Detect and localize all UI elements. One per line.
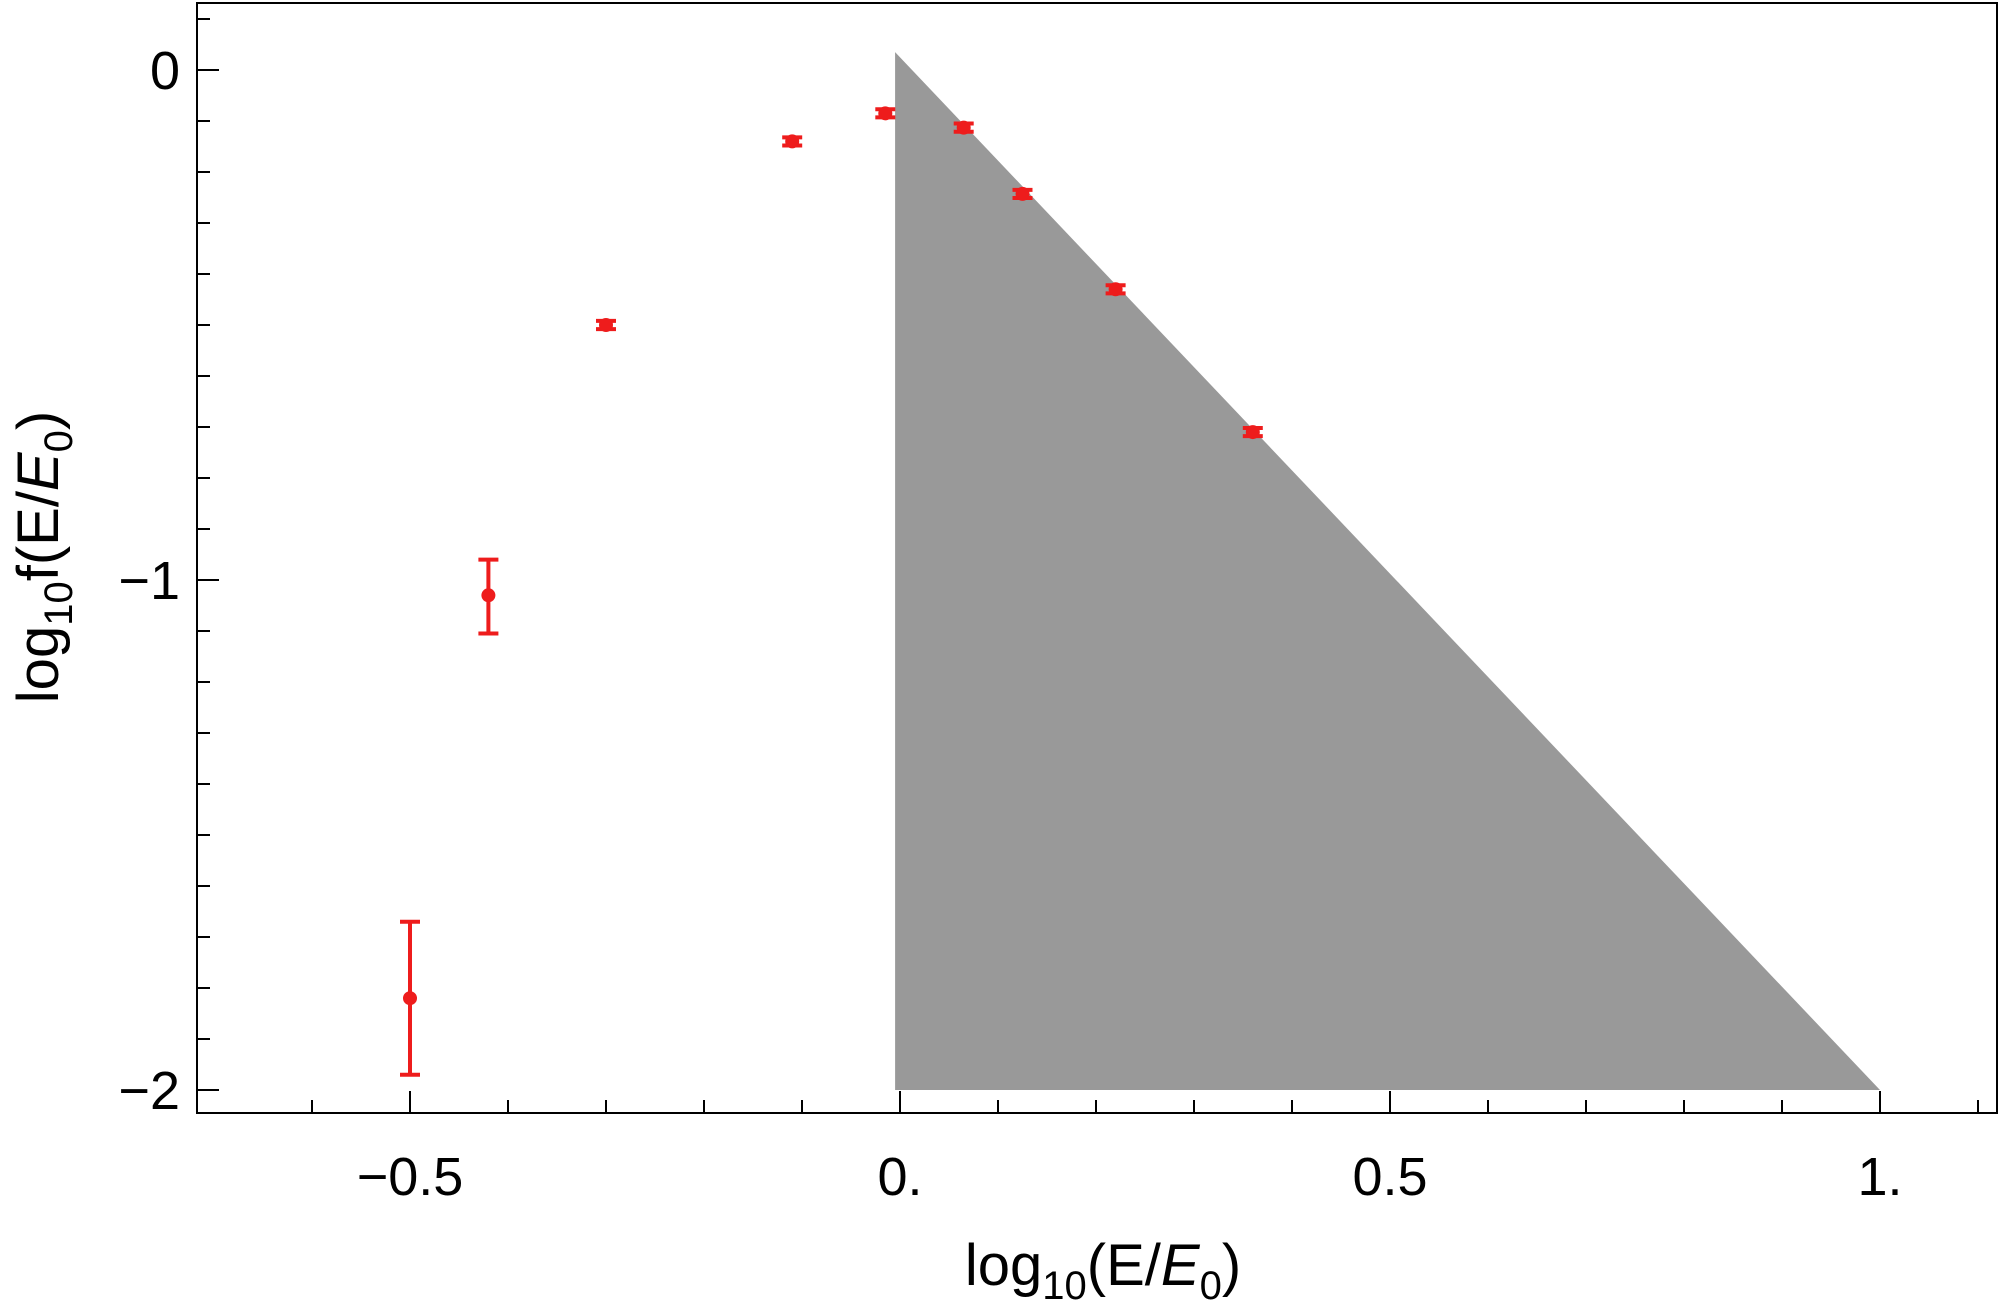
- data-points: [400, 106, 1263, 1077]
- point-marker: [1015, 186, 1030, 201]
- point-marker: [956, 120, 971, 135]
- point-marker: [481, 588, 496, 603]
- shaded-region: [895, 52, 1880, 1090]
- data-point: [596, 318, 616, 332]
- y-tick-label: 0: [150, 41, 180, 101]
- x-tick-label: 0.: [877, 1147, 922, 1207]
- data-point: [478, 557, 499, 636]
- point-marker: [785, 134, 800, 149]
- point-marker: [403, 991, 417, 1006]
- x-tick-label: 1.: [1857, 1147, 1902, 1207]
- point-marker: [1108, 282, 1123, 297]
- data-point: [1012, 186, 1033, 201]
- axis-ticks: −0.5 0. 0.5 1. 0 −1 −2: [118, 18, 1979, 1207]
- x-axis-label: log10(E/E0): [965, 1233, 1241, 1305]
- data-point: [400, 919, 420, 1077]
- point-marker: [599, 318, 613, 332]
- x-tick-label: 0.5: [1352, 1147, 1427, 1207]
- y-tick-label: −1: [118, 551, 180, 611]
- y-tick-label: −2: [118, 1061, 180, 1121]
- data-point: [1105, 282, 1126, 297]
- data-point: [782, 134, 803, 149]
- data-point: [1242, 425, 1263, 440]
- point-marker: [878, 106, 893, 121]
- data-point: [953, 120, 974, 135]
- x-tick-label: −0.5: [357, 1147, 464, 1207]
- y-axis-label: log10f(E/E0): [6, 411, 81, 703]
- data-point: [875, 106, 896, 121]
- point-marker: [1245, 425, 1260, 440]
